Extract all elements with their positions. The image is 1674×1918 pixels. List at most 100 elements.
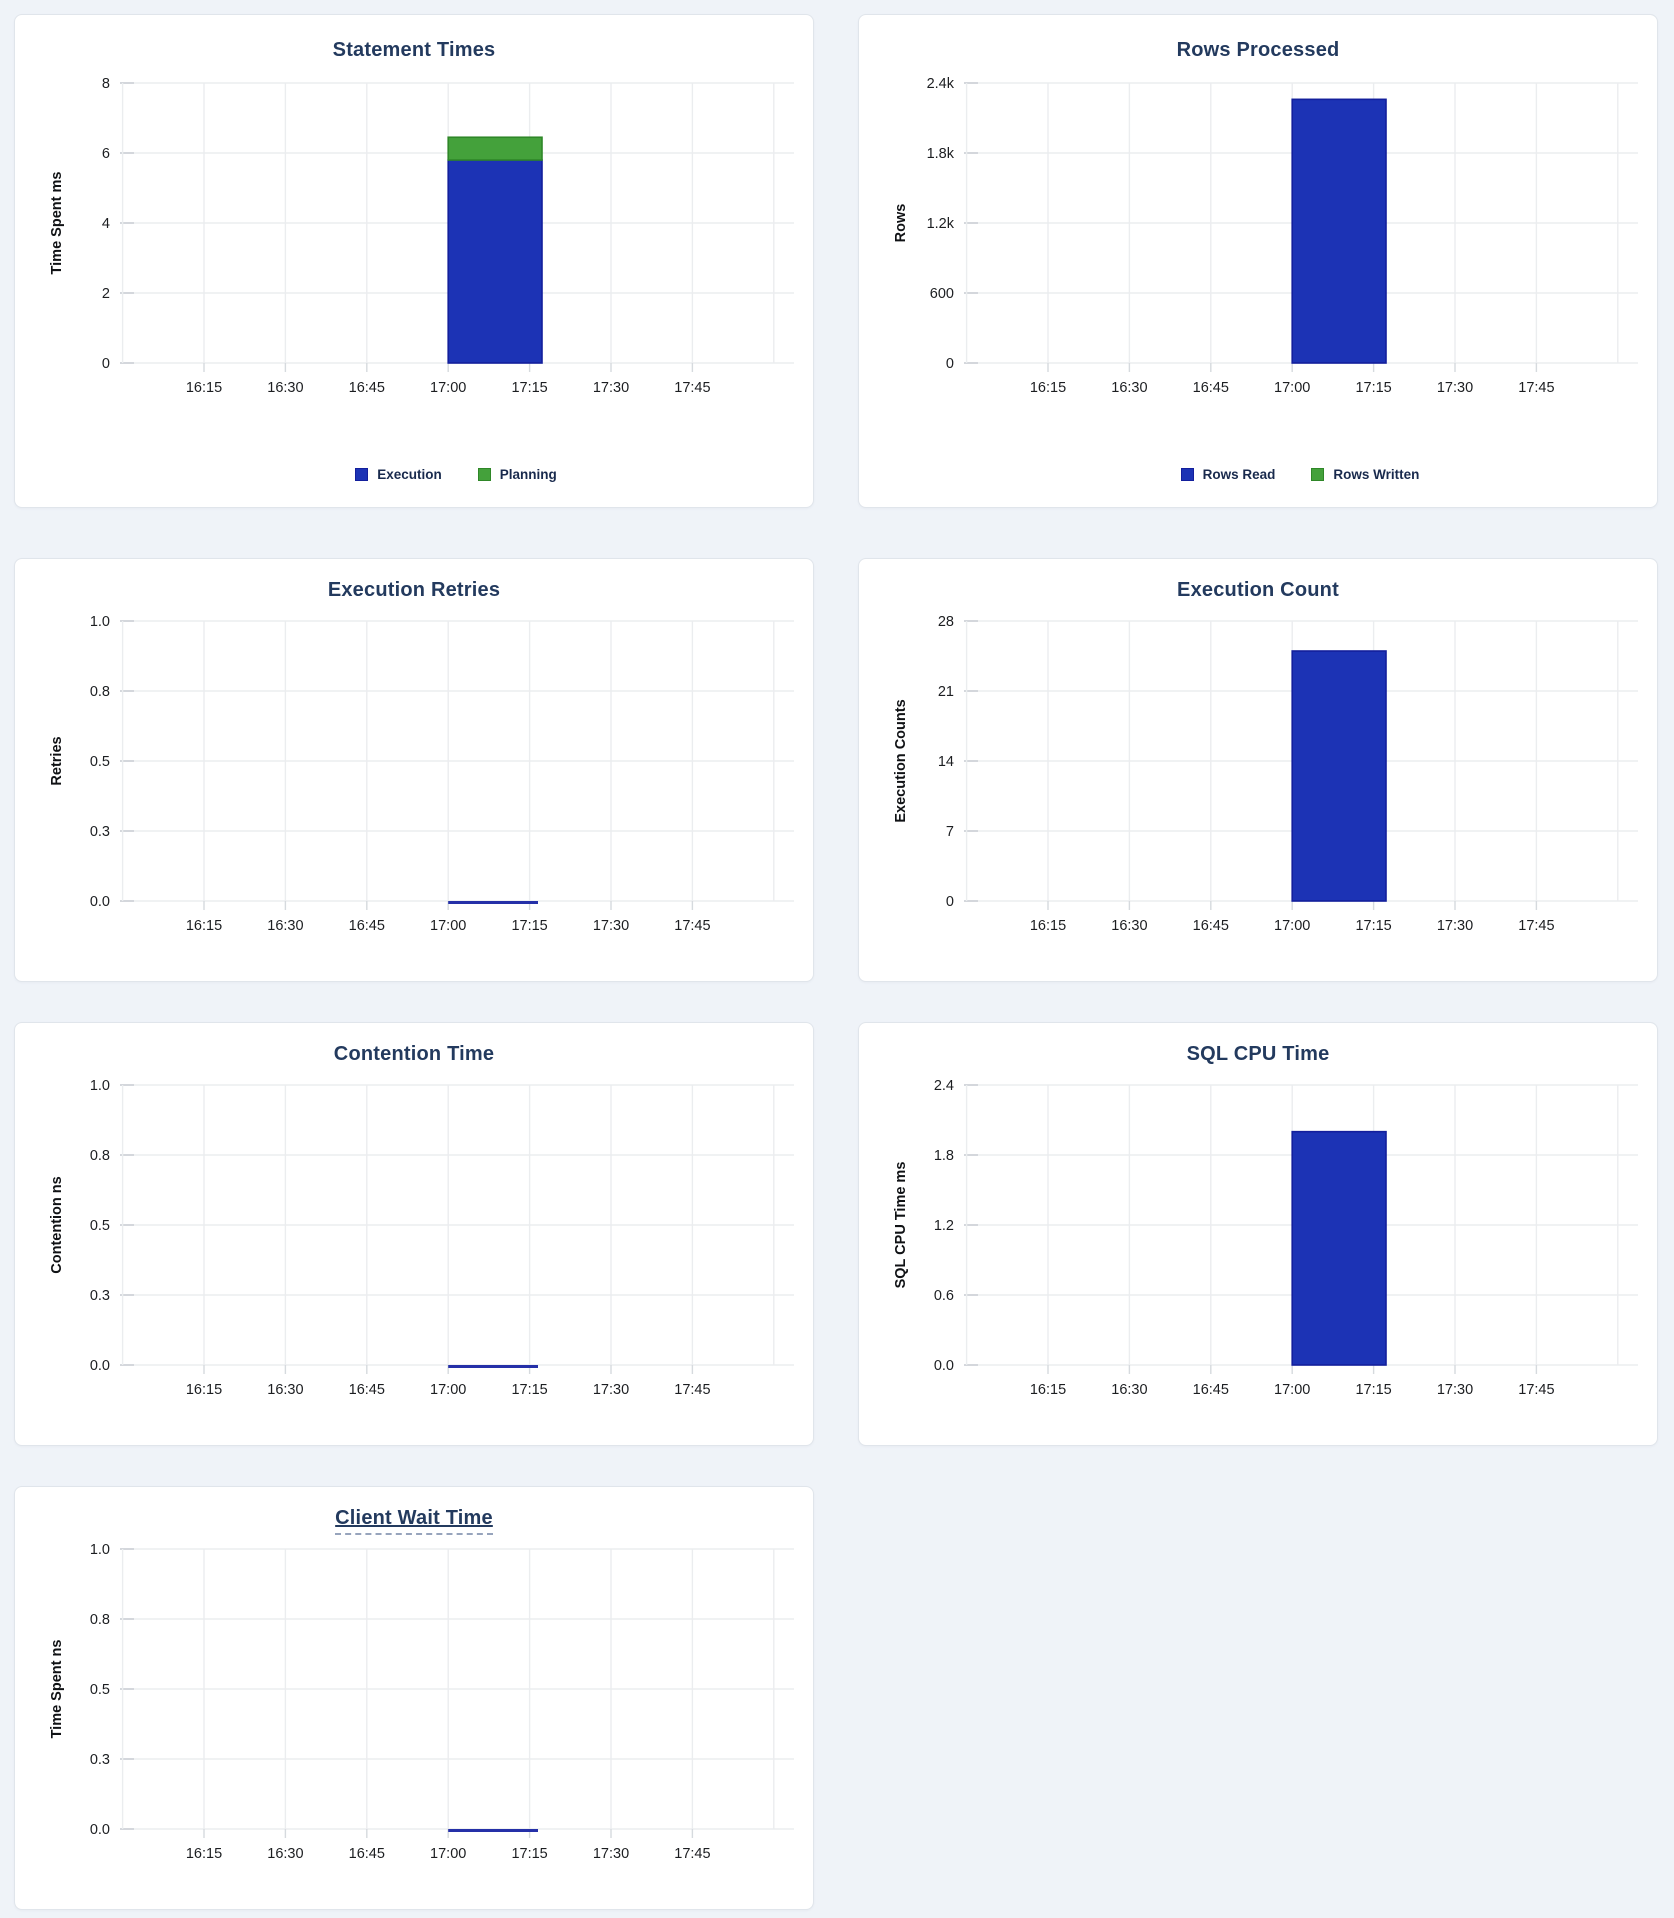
y-tick-label: 0.0 <box>90 1822 110 1838</box>
y-tick-label: 1.2 <box>934 1218 954 1234</box>
x-tick-label: 17:00 <box>430 1382 466 1398</box>
y-tick-label: 21 <box>938 684 954 700</box>
chart-plot-client-wait-time: 1.0 0.8 0.5 0.3 0.0 16:15 16:30 16:45 17:00 17:15… <box>49 1542 794 1862</box>
legend-label: Planning <box>499 466 557 482</box>
y-tick-label: 2.4 <box>934 1078 954 1094</box>
bar-sql-cpu-time[interactable] <box>1291 1130 1387 1366</box>
y-axis-title: Contention ns <box>49 1176 65 1273</box>
x-tick-label: 17:00 <box>430 918 466 934</box>
bar-rows-read[interactable] <box>1291 98 1387 364</box>
y-tick-label: 0 <box>946 356 954 372</box>
x-tick-label: 17:45 <box>674 1382 710 1398</box>
x-tick-label: 16:15 <box>186 918 222 934</box>
x-tick-label: 17:15 <box>1355 918 1391 934</box>
x-tick-label: 16:45 <box>1193 1382 1229 1398</box>
y-tick-label: 6 <box>102 146 110 162</box>
x-tick-label: 17:15 <box>1355 380 1391 396</box>
y-axis-title: Time Spent ns <box>49 1640 65 1739</box>
y-tick-label: 0.0 <box>90 1358 110 1374</box>
x-tick-label: 16:45 <box>1193 918 1229 934</box>
y-tick-label: 0.8 <box>90 684 110 700</box>
chart-title-text: Rows Processed <box>1176 39 1340 61</box>
y-tick-label: 0.3 <box>90 824 110 840</box>
bar-execution[interactable] <box>447 159 543 364</box>
chart-card-contention-time: Contention Time 1.0 0.8 0.5 0.3 0.0 16:15 16:3… <box>14 1022 814 1446</box>
x-tick-label: 17:45 <box>674 380 710 396</box>
y-axis-title: Retries <box>49 736 65 785</box>
x-tick-label: 17:00 <box>1274 380 1310 396</box>
y-tick-label: 1.0 <box>90 1078 110 1094</box>
x-tick-label: 17:00 <box>430 380 466 396</box>
x-tick-label: 16:15 <box>186 1382 222 1398</box>
y-tick-label: 0.0 <box>934 1358 954 1374</box>
x-tick-label: 16:15 <box>186 1846 222 1862</box>
x-tick-label: 17:45 <box>1518 380 1554 396</box>
chart-title: Execution Retries <box>15 579 813 602</box>
chart-title: Rows Processed <box>859 39 1657 62</box>
y-tick-label: 600 <box>930 286 954 302</box>
y-tick-label: 0.3 <box>90 1752 110 1768</box>
chart-card-client-wait-time: Client Wait Time 1.0 0.8 0.5 0.3 0.0 16:15 16:… <box>14 1486 814 1910</box>
y-tick-label: 2 <box>102 286 110 302</box>
x-tick-label: 16:45 <box>349 1382 385 1398</box>
chart-title: Statement Times <box>15 39 813 62</box>
x-tick-label: 17:30 <box>593 380 629 396</box>
legend-item-rows-written: Rows Written <box>1311 467 1419 482</box>
x-tick-label: 16:30 <box>267 1846 303 1862</box>
chart-plot-contention-time: 1.0 0.8 0.5 0.3 0.0 16:15 16:30 16:45 17:00 17:15… <box>49 1078 794 1398</box>
legend-label: Execution <box>377 466 442 482</box>
chart-legend-statement-times: Execution Planning <box>120 465 792 483</box>
x-tick-label: 17:30 <box>1437 1382 1473 1398</box>
bar-planning[interactable] <box>447 136 543 161</box>
y-tick-label: 0.0 <box>90 894 110 910</box>
x-tick-label: 17:00 <box>430 1846 466 1862</box>
y-tick-label: 1.0 <box>90 614 110 630</box>
x-tick-label: 16:45 <box>349 380 385 396</box>
x-tick-label: 16:15 <box>1030 1382 1066 1398</box>
y-tick-label: 8 <box>102 76 110 92</box>
x-tick-label: 17:45 <box>1518 1382 1554 1398</box>
legend-label: Rows Written <box>1333 466 1420 482</box>
chart-plot-sql-cpu-time: 2.4 1.8 1.2 0.6 0.0 16:15 16:30 16:45 17:00 17:15… <box>893 1078 1638 1398</box>
chart-card-sql-cpu-time: SQL CPU Time 2.4 1.8 1.2 0.6 0.0 16:15 16:30 16… <box>858 1022 1658 1446</box>
chart-plot-execution-retries: 1.0 0.8 0.5 0.3 0.0 16:15 16:30 16:45 17:00 17:15… <box>49 614 794 934</box>
chart-plot-execution-count: 28 21 14 7 0 16:15 16:30 16:45 17:00 17:15 17:30 17… <box>893 614 1638 934</box>
x-tick-label: 17:45 <box>1518 918 1554 934</box>
chart-card-execution-retries: Execution Retries 1.0 0.8 0.5 0.3 0.0 16:15 16… <box>14 558 814 982</box>
y-tick-label: 1.0 <box>90 1542 110 1558</box>
y-tick-label: 1.2k <box>927 216 955 232</box>
y-tick-label: 1.8 <box>934 1148 954 1164</box>
chart-title-tooltip-client-wait-time[interactable]: Client Wait Time <box>335 1507 493 1535</box>
y-tick-label: 2.4k <box>927 76 955 92</box>
x-tick-label: 16:15 <box>1030 380 1066 396</box>
bar-execution-count[interactable] <box>1291 650 1387 902</box>
y-axis-title: Execution Counts <box>893 699 909 822</box>
legend-swatch-blue <box>355 467 369 481</box>
x-tick-label: 17:45 <box>674 1846 710 1862</box>
chart-legend-rows-processed: Rows Read Rows Written <box>964 465 1636 483</box>
chart-title: Contention Time <box>15 1043 813 1066</box>
x-tick-label: 17:15 <box>511 1382 547 1398</box>
legend-item-rows-read: Rows Read <box>1180 467 1275 482</box>
legend-swatch-green <box>1311 467 1325 481</box>
x-tick-label: 17:30 <box>593 1846 629 1862</box>
y-tick-label: 7 <box>946 824 954 840</box>
x-tick-label: 16:45 <box>349 918 385 934</box>
chart-card-rows-processed: Rows Processed 2.4k 1.8k 1.2k 600 0 16:15 16:3… <box>858 14 1658 508</box>
x-tick-label: 17:15 <box>511 380 547 396</box>
x-tick-label: 17:00 <box>1274 918 1310 934</box>
x-tick-label: 17:30 <box>1437 918 1473 934</box>
x-tick-label: 16:15 <box>1030 918 1066 934</box>
chart-title-text: Statement Times <box>332 39 496 61</box>
legend-item-execution: Execution <box>355 467 442 482</box>
x-tick-label: 17:30 <box>593 1382 629 1398</box>
chart-title-text: SQL CPU Time <box>1186 1043 1330 1065</box>
x-tick-label: 16:30 <box>1111 380 1147 396</box>
chart-title: Client Wait Time <box>15 1507 813 1535</box>
x-tick-label: 16:30 <box>267 380 303 396</box>
chart-title-text: Execution Retries <box>327 579 501 601</box>
x-tick-label: 17:00 <box>1274 1382 1310 1398</box>
x-tick-label: 17:30 <box>1437 380 1473 396</box>
y-tick-label: 1.8k <box>927 146 955 162</box>
